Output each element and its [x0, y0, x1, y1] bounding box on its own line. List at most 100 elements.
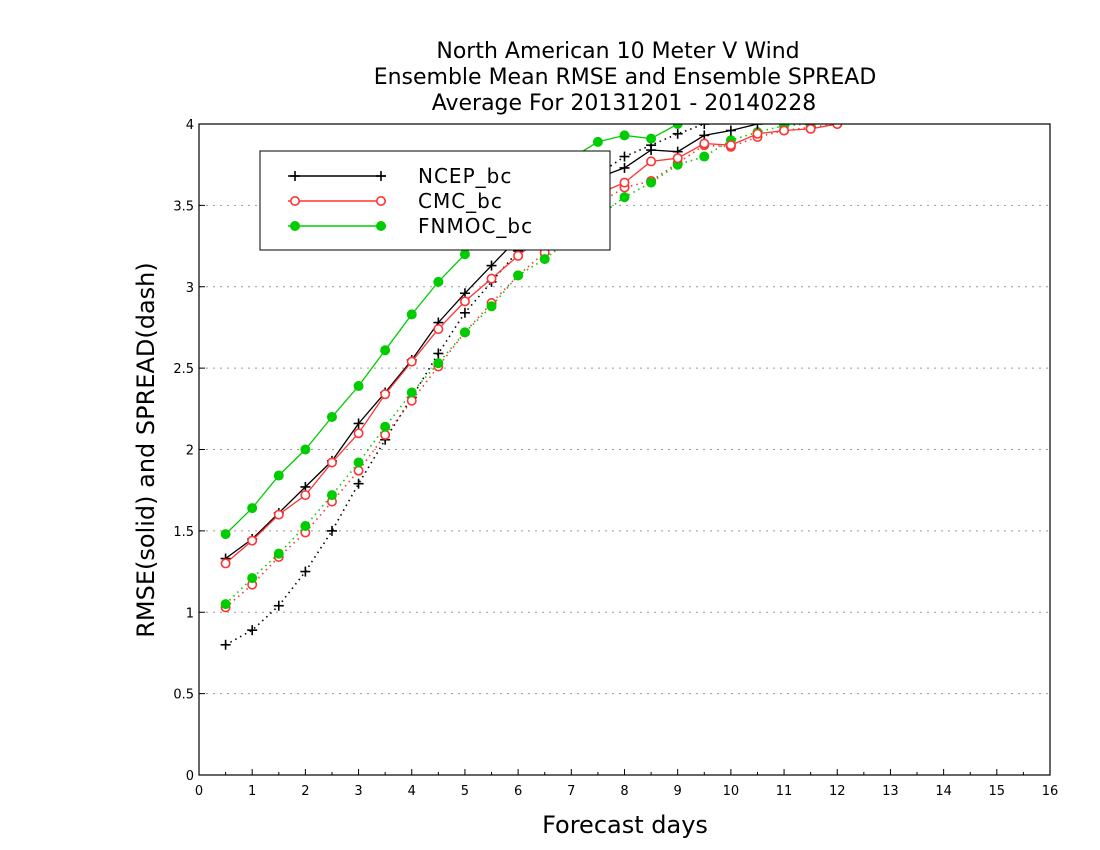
FNMOC_bc-rmse-point [353, 381, 364, 392]
x-tick-label: 7 [567, 784, 575, 799]
FNMOC_bc-spread-point [300, 520, 311, 531]
x-tick-label: 12 [829, 784, 846, 799]
CMC_bc-spread-point [353, 465, 364, 476]
NCEP_bc-spread-point [220, 639, 231, 650]
legend-label: CMC_bc [418, 189, 503, 213]
legend-marker [290, 171, 300, 181]
FNMOC_bc-spread-point [220, 599, 231, 610]
CMC_bc-rmse-point [353, 428, 364, 439]
NCEP_bc-rmse-line [225, 124, 760, 560]
y-tick-label: 1 [186, 606, 194, 621]
x-tick-label: 8 [620, 784, 628, 799]
x-tick-label: 6 [514, 784, 522, 799]
FNMOC_bc-rmse-point [273, 470, 284, 481]
x-axis-label: Forecast days [542, 811, 708, 839]
NCEP_bc-spread-point [247, 625, 258, 636]
FNMOC_bc-spread-point [247, 573, 258, 584]
FNMOC_bc-spread-point [513, 270, 524, 281]
FNMOC_bc-rmse-point [646, 133, 657, 144]
FNMOC_bc-rmse-point [326, 411, 337, 422]
x-tick-label: 5 [461, 784, 469, 799]
CMC_bc-rmse-point [779, 125, 790, 136]
NCEP_bc-rmse-point [619, 162, 630, 173]
y-axis-label: RMSE(solid) and SPREAD(dash) [132, 262, 160, 638]
FNMOC_bc-spread-point [273, 548, 284, 559]
FNMOC_bc-spread-point [646, 177, 657, 188]
CMC_bc-rmse-point [380, 389, 391, 400]
CMC_bc-rmse-point [646, 156, 657, 167]
CMC_bc-rmse-point [699, 138, 710, 149]
NCEP_bc-spread-point [273, 600, 284, 611]
NCEP_bc-spread-line [225, 124, 708, 646]
FNMOC_bc-spread-point [433, 358, 444, 369]
FNMOC_bc-rmse-point [433, 276, 444, 287]
CMC_bc-rmse-point [513, 250, 524, 261]
y-tick-label: 4 [186, 118, 194, 133]
FNMOC_bc-spread-point [619, 192, 630, 203]
FNMOC_bc-spread-point [699, 151, 710, 162]
FNMOC_bc-spread-point [353, 457, 364, 468]
CMC_bc-rmse-point [459, 296, 470, 307]
FNMOC_bc-rmse-point [220, 529, 231, 540]
FNMOC_bc-rmse-point [247, 503, 258, 514]
x-tick-label: 9 [674, 784, 682, 799]
CMC_bc-spread-point [380, 429, 391, 440]
NCEP_bc-rmse-point [646, 145, 657, 156]
x-tick-label: 16 [1042, 784, 1059, 799]
legend-marker [290, 221, 300, 231]
FNMOC_bc-rmse-point [619, 130, 630, 141]
y-tick-label: 0.5 [173, 688, 194, 703]
CMC_bc-rmse-point [326, 457, 337, 468]
CMC_bc-rmse-point [433, 324, 444, 335]
legend-marker [289, 196, 300, 207]
legend-marker [375, 196, 386, 207]
NCEP_bc-spread-point [699, 124, 710, 129]
y-tick-label: 2.5 [173, 362, 194, 377]
NCEP_bc-spread-point [619, 151, 630, 162]
x-tick-label: 2 [301, 784, 309, 799]
CMC_bc-spread-line [225, 124, 841, 609]
chart-title-line-1: North American 10 Meter V Wind [436, 39, 799, 64]
chart-title: North American 10 Meter V Wind Ensemble … [374, 39, 877, 116]
NCEP_bc-rmse-point [725, 125, 736, 136]
legend-marker [376, 221, 386, 231]
y-tick-label: 2 [186, 444, 194, 459]
CMC_bc-rmse-point [406, 356, 417, 367]
x-tick-label: 3 [354, 784, 362, 799]
x-tick-label: 13 [882, 784, 899, 799]
FNMOC_bc-rmse-point [459, 249, 470, 260]
x-tick-label: 1 [248, 784, 256, 799]
rmse-lines [220, 124, 843, 569]
NCEP_bc-spread-point [459, 307, 470, 318]
FNMOC_bc-spread-point [539, 254, 550, 265]
FNMOC_bc-spread-point [459, 327, 470, 338]
y-axis: 0 0.5 1 1.5 2 2.5 3 3.5 4 [173, 118, 205, 784]
x-tick-label: 11 [776, 784, 793, 799]
CMC_bc-rmse-point [752, 128, 763, 139]
FNMOC_bc-rmse-point [380, 345, 391, 356]
NCEP_bc-spread-point [433, 348, 444, 359]
FNMOC_bc-spread-point [380, 421, 391, 432]
FNMOC_bc-spread-point [326, 490, 337, 501]
y-tick-label: 3.5 [173, 199, 194, 214]
CMC_bc-rmse-point [247, 535, 258, 546]
y-tick-label: 0 [186, 769, 194, 784]
y-tick-label: 3 [186, 281, 194, 296]
CMC_bc-rmse-point [725, 140, 736, 151]
x-tick-label: 14 [935, 784, 952, 799]
legend-label: FNMOC_bc [418, 214, 533, 238]
NCEP_bc-rmse-point [752, 124, 763, 129]
FNMOC_bc-rmse-point [592, 136, 603, 147]
CMC_bc-rmse-point [805, 124, 816, 134]
CMC_bc-rmse-point [619, 177, 630, 188]
CMC_bc-rmse-point [486, 273, 497, 284]
NCEP_bc-rmse-point [353, 418, 364, 429]
FNMOC_bc-rmse-point [300, 444, 311, 455]
x-tick-label: 4 [408, 784, 416, 799]
CMC_bc-rmse-line [225, 124, 840, 564]
y-tick-label: 1.5 [173, 525, 194, 540]
NCEP_bc-spread-point [353, 478, 364, 489]
FNMOC_bc-spread-point [406, 387, 417, 398]
